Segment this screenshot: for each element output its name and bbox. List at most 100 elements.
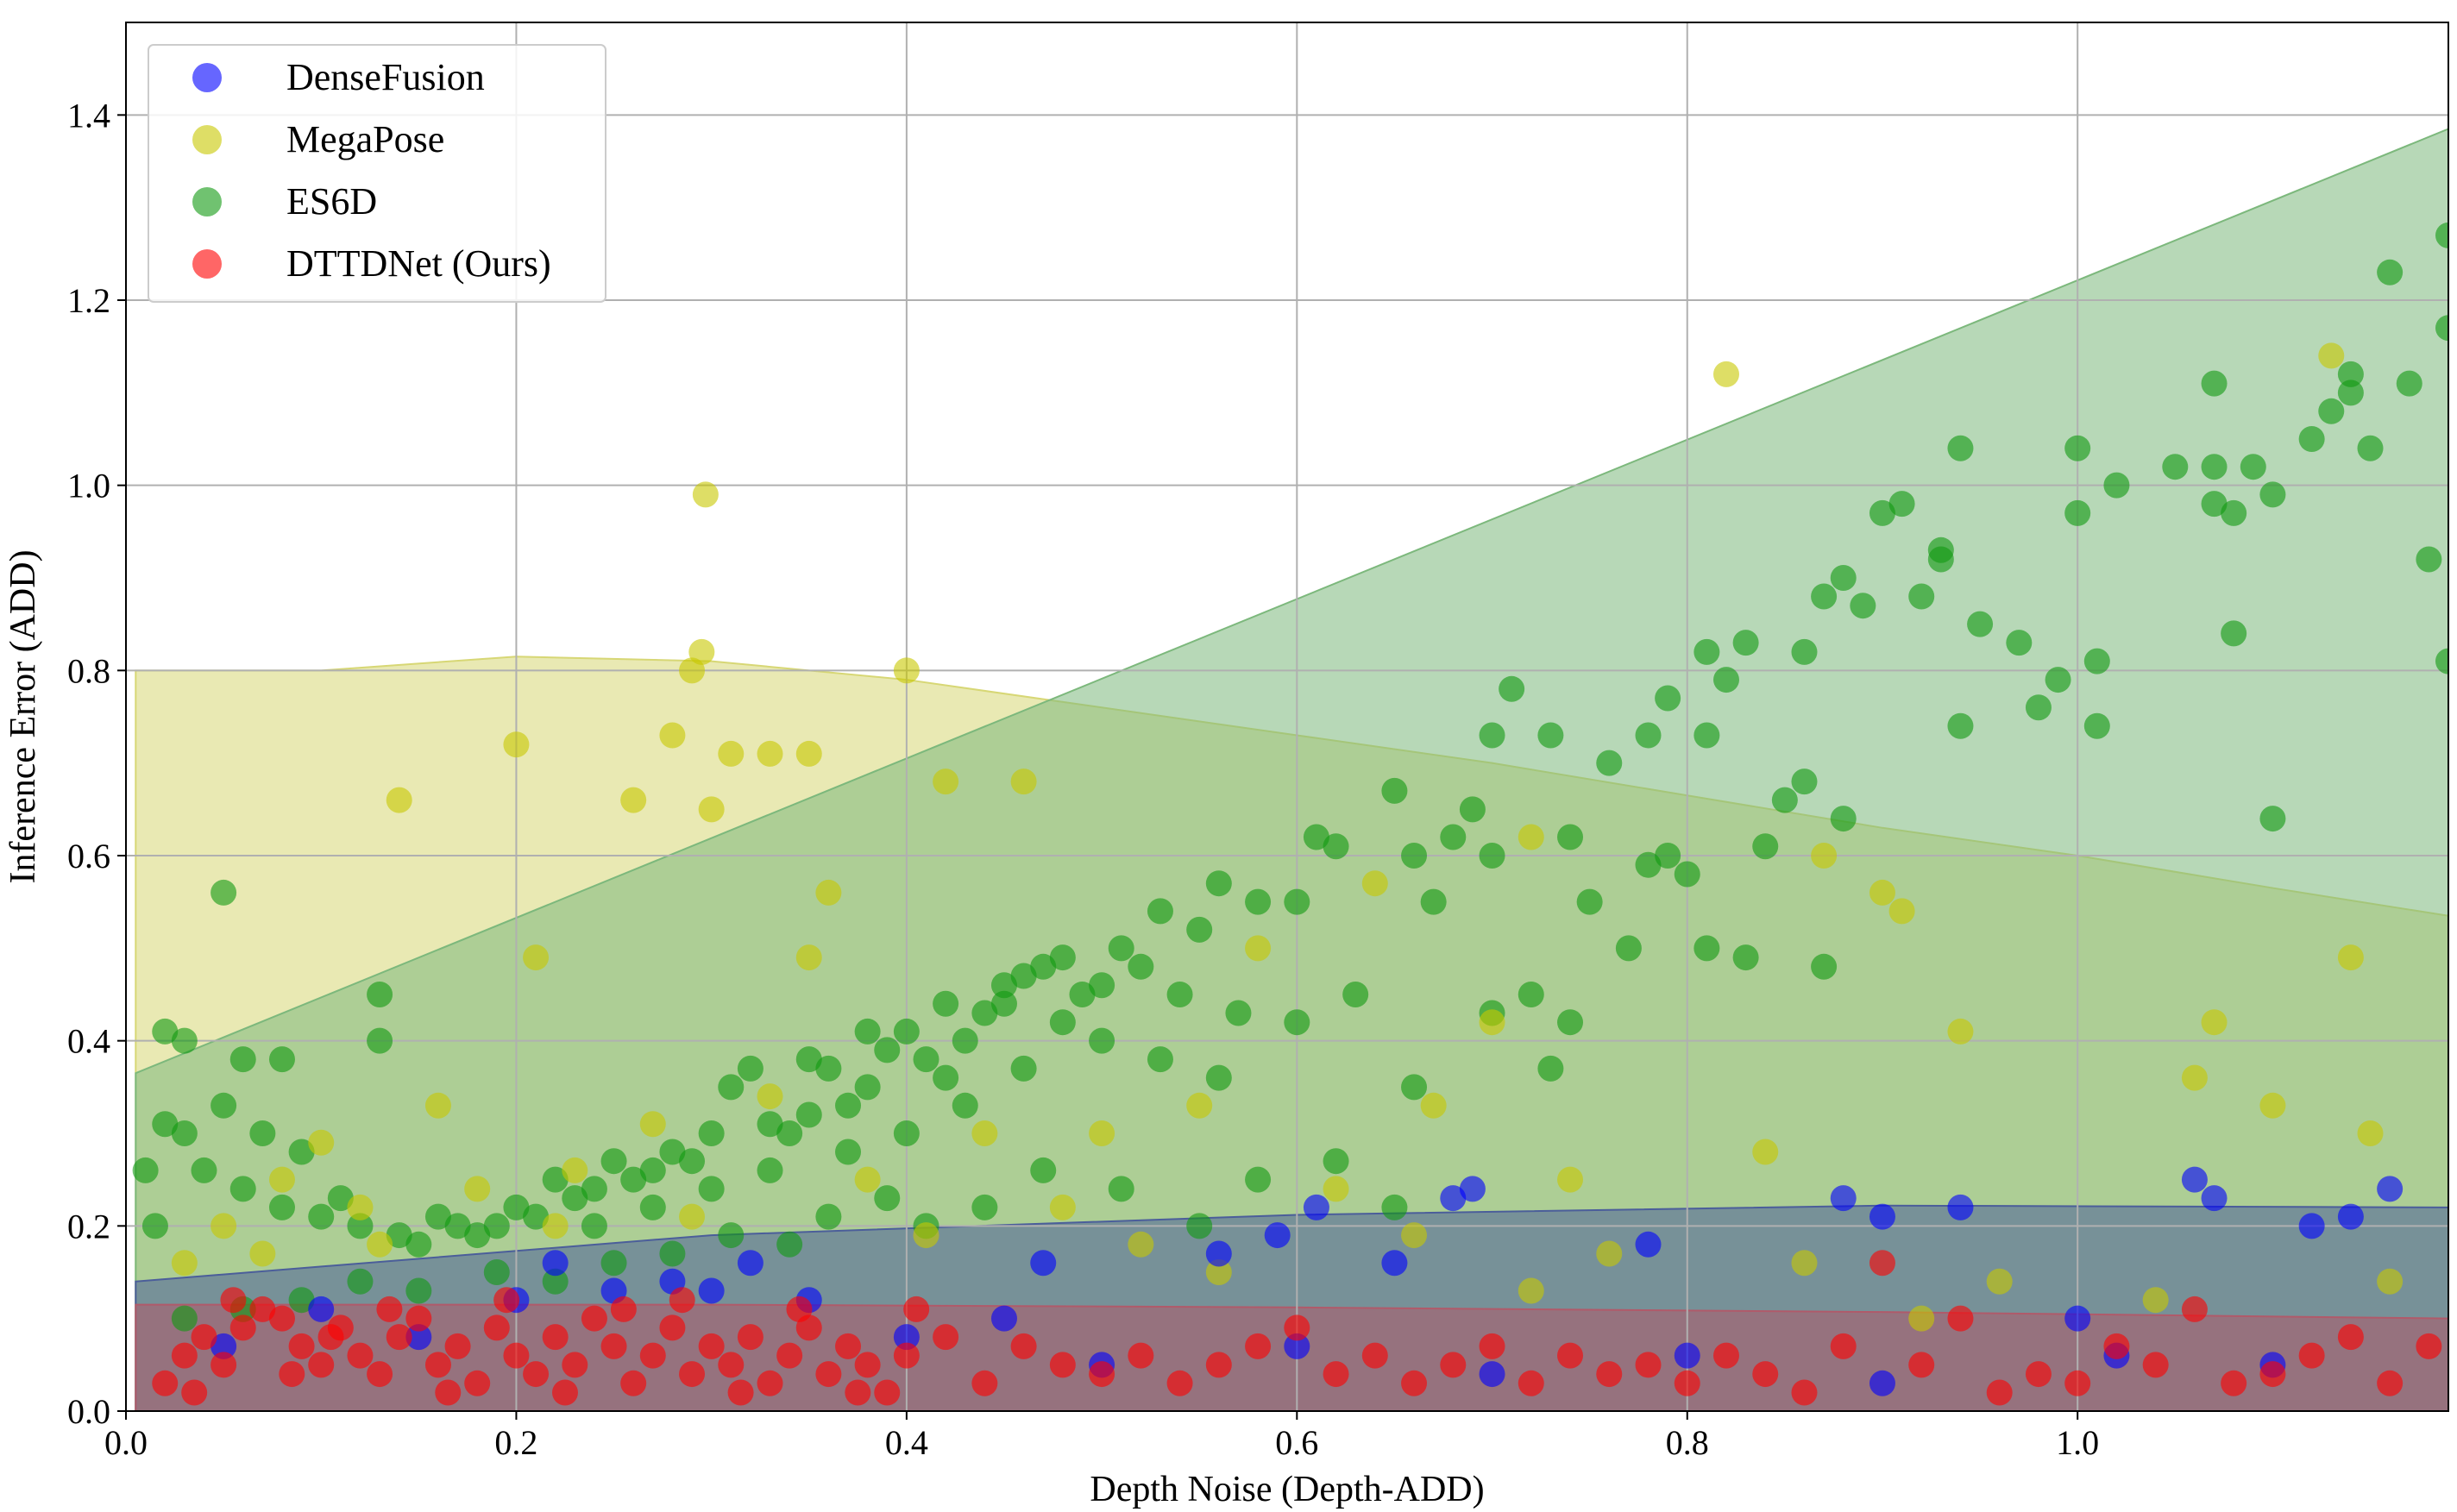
point-es6d — [2396, 370, 2422, 397]
point-es6d — [2045, 667, 2071, 693]
point-es6d — [2435, 222, 2448, 248]
y-tick-label: 1.2 — [67, 281, 110, 320]
point-megapose — [698, 796, 725, 823]
point-es6d — [2435, 315, 2448, 342]
point-es6d — [347, 1213, 374, 1239]
point-es6d — [249, 1120, 276, 1146]
legend-label-es6d: ES6D — [286, 180, 377, 223]
point-es6d — [288, 1139, 315, 1165]
point-densefusion — [1030, 1250, 1057, 1277]
point-es6d — [1811, 953, 1838, 980]
point-densefusion — [1303, 1194, 1329, 1220]
point-es6d — [757, 1157, 783, 1183]
point-es6d — [1147, 1046, 1173, 1073]
point-es6d — [2221, 499, 2247, 526]
point-dttdnet-ours — [718, 1352, 745, 1378]
y-tick-label: 0.2 — [67, 1207, 110, 1245]
point-es6d — [659, 1240, 686, 1267]
point-es6d — [2064, 435, 2091, 461]
point-es6d — [893, 1120, 920, 1146]
point-megapose — [1089, 1120, 1115, 1146]
point-es6d — [2318, 398, 2345, 424]
point-es6d — [1401, 1074, 1428, 1101]
y-tick-label: 0.0 — [67, 1392, 110, 1431]
point-megapose — [1420, 1092, 1447, 1119]
legend-marker-es6d — [192, 187, 222, 216]
point-es6d — [795, 1101, 822, 1128]
point-es6d — [444, 1213, 471, 1239]
point-es6d — [2259, 806, 2286, 832]
point-dttdnet-ours — [845, 1379, 871, 1406]
point-densefusion — [1459, 1176, 1486, 1202]
point-es6d — [483, 1259, 510, 1285]
point-es6d — [1557, 824, 1584, 850]
point-es6d — [1284, 1009, 1310, 1036]
point-megapose — [933, 769, 959, 795]
point-dttdnet-ours — [1440, 1352, 1467, 1378]
point-densefusion — [737, 1250, 763, 1277]
point-dttdnet-ours — [347, 1342, 374, 1369]
point-dttdnet-ours — [220, 1287, 247, 1314]
point-es6d — [952, 1027, 978, 1054]
point-dttdnet-ours — [1361, 1342, 1388, 1369]
point-megapose — [1479, 1009, 1505, 1036]
point-megapose — [913, 1222, 939, 1249]
point-es6d — [2337, 361, 2364, 387]
point-dttdnet-ours — [1128, 1342, 1154, 1369]
point-megapose — [1010, 769, 1037, 795]
point-es6d — [835, 1092, 862, 1119]
point-megapose — [639, 1111, 666, 1138]
point-megapose — [1186, 1092, 1213, 1119]
point-megapose — [679, 1203, 706, 1230]
point-dttdnet-ours — [503, 1342, 530, 1369]
point-es6d — [835, 1139, 862, 1165]
point-es6d — [854, 1074, 881, 1101]
point-dttdnet-ours — [367, 1361, 393, 1388]
point-es6d — [152, 1111, 179, 1138]
point-es6d — [1479, 722, 1505, 749]
point-megapose — [171, 1250, 198, 1277]
point-densefusion — [211, 1333, 237, 1359]
point-megapose — [542, 1213, 569, 1239]
point-megapose — [971, 1120, 998, 1146]
point-es6d — [952, 1092, 978, 1119]
point-megapose — [2318, 342, 2345, 369]
point-dttdnet-ours — [737, 1324, 763, 1351]
point-megapose — [757, 1083, 783, 1110]
point-dttdnet-ours — [542, 1324, 569, 1351]
point-megapose — [523, 944, 550, 971]
point-es6d — [171, 1027, 198, 1054]
point-dttdnet-ours — [1869, 1250, 1895, 1277]
point-es6d — [1166, 982, 1193, 1007]
point-megapose — [1323, 1176, 1349, 1202]
point-es6d — [1245, 888, 1272, 915]
point-es6d — [1732, 630, 1759, 656]
point-dttdnet-ours — [757, 1370, 783, 1396]
point-dttdnet-ours — [405, 1305, 432, 1332]
y-tick-label: 0.8 — [67, 651, 110, 690]
point-es6d — [1537, 722, 1564, 749]
point-es6d — [2083, 648, 2110, 674]
point-es6d — [1596, 750, 1623, 776]
point-es6d — [659, 1139, 686, 1165]
x-tick-label: 0.4 — [885, 1423, 928, 1462]
point-megapose — [1986, 1268, 2013, 1295]
point-es6d — [1205, 870, 1232, 897]
point-es6d — [1089, 972, 1115, 999]
point-densefusion — [1635, 1231, 1662, 1258]
point-megapose — [795, 740, 822, 767]
point-es6d — [913, 1046, 939, 1073]
point-es6d — [757, 1111, 783, 1138]
point-es6d — [1615, 935, 1642, 962]
point-megapose — [1947, 1018, 1974, 1045]
point-es6d — [1128, 953, 1154, 980]
point-es6d — [1323, 833, 1349, 860]
point-dttdnet-ours — [2221, 1370, 2247, 1396]
point-dttdnet-ours — [1635, 1352, 1662, 1378]
point-dttdnet-ours — [308, 1352, 335, 1378]
point-megapose — [815, 879, 842, 906]
point-es6d — [1147, 898, 1173, 925]
point-es6d — [1674, 861, 1700, 888]
point-densefusion — [1381, 1250, 1408, 1277]
x-tick-label: 0.0 — [104, 1423, 148, 1462]
